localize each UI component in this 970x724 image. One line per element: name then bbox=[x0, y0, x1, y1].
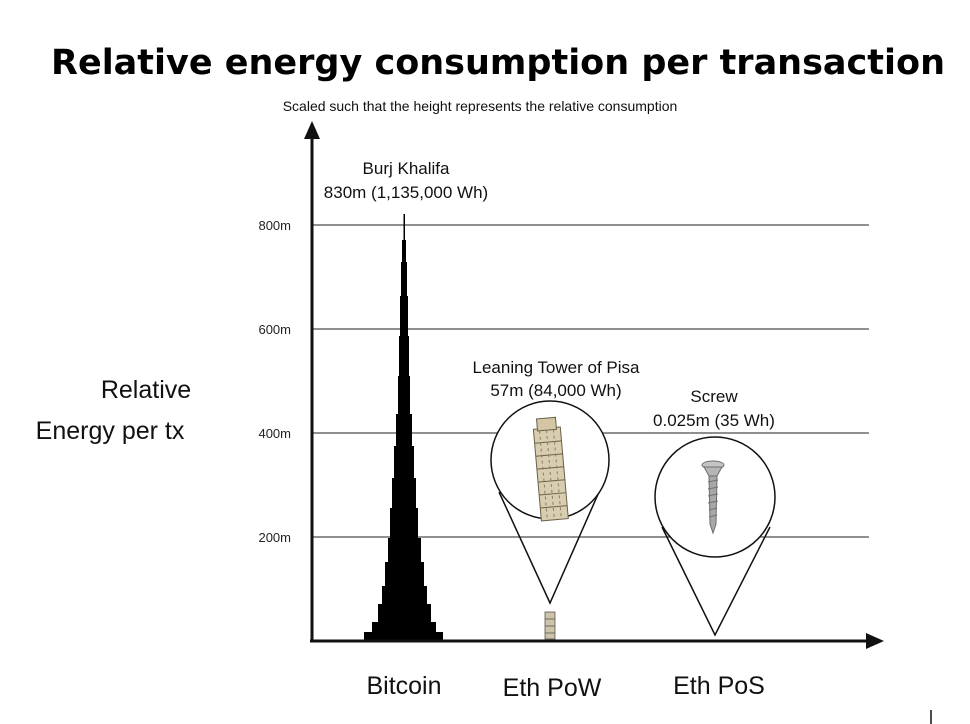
y-tick-label-200: 200m bbox=[258, 530, 291, 545]
burj-khalifa-icon bbox=[364, 214, 443, 640]
pisa-tower-small-icon bbox=[544, 611, 556, 640]
pisa-name-label: Leaning Tower of Pisa bbox=[473, 358, 641, 377]
screw-icon bbox=[701, 460, 725, 535]
y-tick-label-800: 800m bbox=[258, 218, 291, 233]
screw-value-label: 0.025m (35 Wh) bbox=[653, 411, 775, 430]
chart-title: Relative energy consumption per transact… bbox=[51, 43, 945, 83]
y-axis-title-line-1: Relative bbox=[101, 376, 191, 404]
x-axis-arrow-icon bbox=[866, 633, 884, 649]
y-tick-label-400: 400m bbox=[258, 426, 291, 441]
y-axis-arrow-icon bbox=[304, 121, 320, 139]
y-tick-labels: 200m 400m 600m 800m bbox=[258, 218, 291, 545]
y-axis-title-line-2: Energy per tx bbox=[36, 417, 185, 445]
screw-name-label: Screw bbox=[690, 387, 738, 406]
chart-subtitle: Scaled such that the height represents t… bbox=[283, 98, 678, 114]
y-tick-label-600: 600m bbox=[258, 322, 291, 337]
category-label-eth-pow: Eth PoW bbox=[503, 674, 602, 702]
burj-name-label: Burj Khalifa bbox=[363, 159, 450, 178]
burj-value-label: 830m (1,135,000 Wh) bbox=[324, 183, 488, 202]
pisa-tower-icon bbox=[532, 416, 569, 640]
pisa-value-label: 57m (84,000 Wh) bbox=[490, 381, 621, 400]
category-label-eth-pos: Eth PoS bbox=[673, 672, 765, 700]
category-label-bitcoin: Bitcoin bbox=[366, 672, 441, 700]
